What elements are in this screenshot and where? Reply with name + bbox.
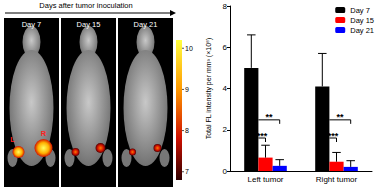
svg-text:Day 15: Day 15 (77, 20, 101, 29)
svg-text:4: 4 (223, 84, 228, 93)
svg-text:7: 7 (185, 168, 189, 175)
svg-text:***: *** (257, 131, 268, 141)
svg-text:Left tumor: Left tumor (247, 175, 283, 184)
svg-text:Total FL intensity per mm³ (×1: Total FL intensity per mm³ (×10⁸) (205, 38, 213, 140)
svg-text:10: 10 (185, 45, 193, 52)
svg-text:Right tumor: Right tumor (316, 175, 358, 184)
svg-text:Day 21: Day 21 (134, 20, 158, 29)
svg-text:0: 0 (223, 167, 228, 176)
svg-text:Days after tumor inoculation: Days after tumor inoculation (39, 1, 132, 10)
svg-text:L: L (10, 135, 15, 144)
svg-text:Day 15: Day 15 (350, 16, 374, 25)
svg-text:8: 8 (223, 2, 228, 11)
svg-text:***: *** (328, 131, 339, 141)
svg-text:Day 7: Day 7 (22, 20, 42, 29)
svg-text:R: R (41, 129, 47, 138)
svg-text:9: 9 (185, 86, 189, 93)
svg-text:6: 6 (223, 43, 228, 52)
svg-text:2: 2 (223, 125, 228, 134)
svg-text:8: 8 (185, 127, 189, 134)
svg-text:Day 21: Day 21 (350, 26, 374, 35)
svg-text:Day 7: Day 7 (350, 6, 370, 15)
svg-text:**: ** (266, 112, 274, 122)
svg-text:**: ** (337, 112, 345, 122)
